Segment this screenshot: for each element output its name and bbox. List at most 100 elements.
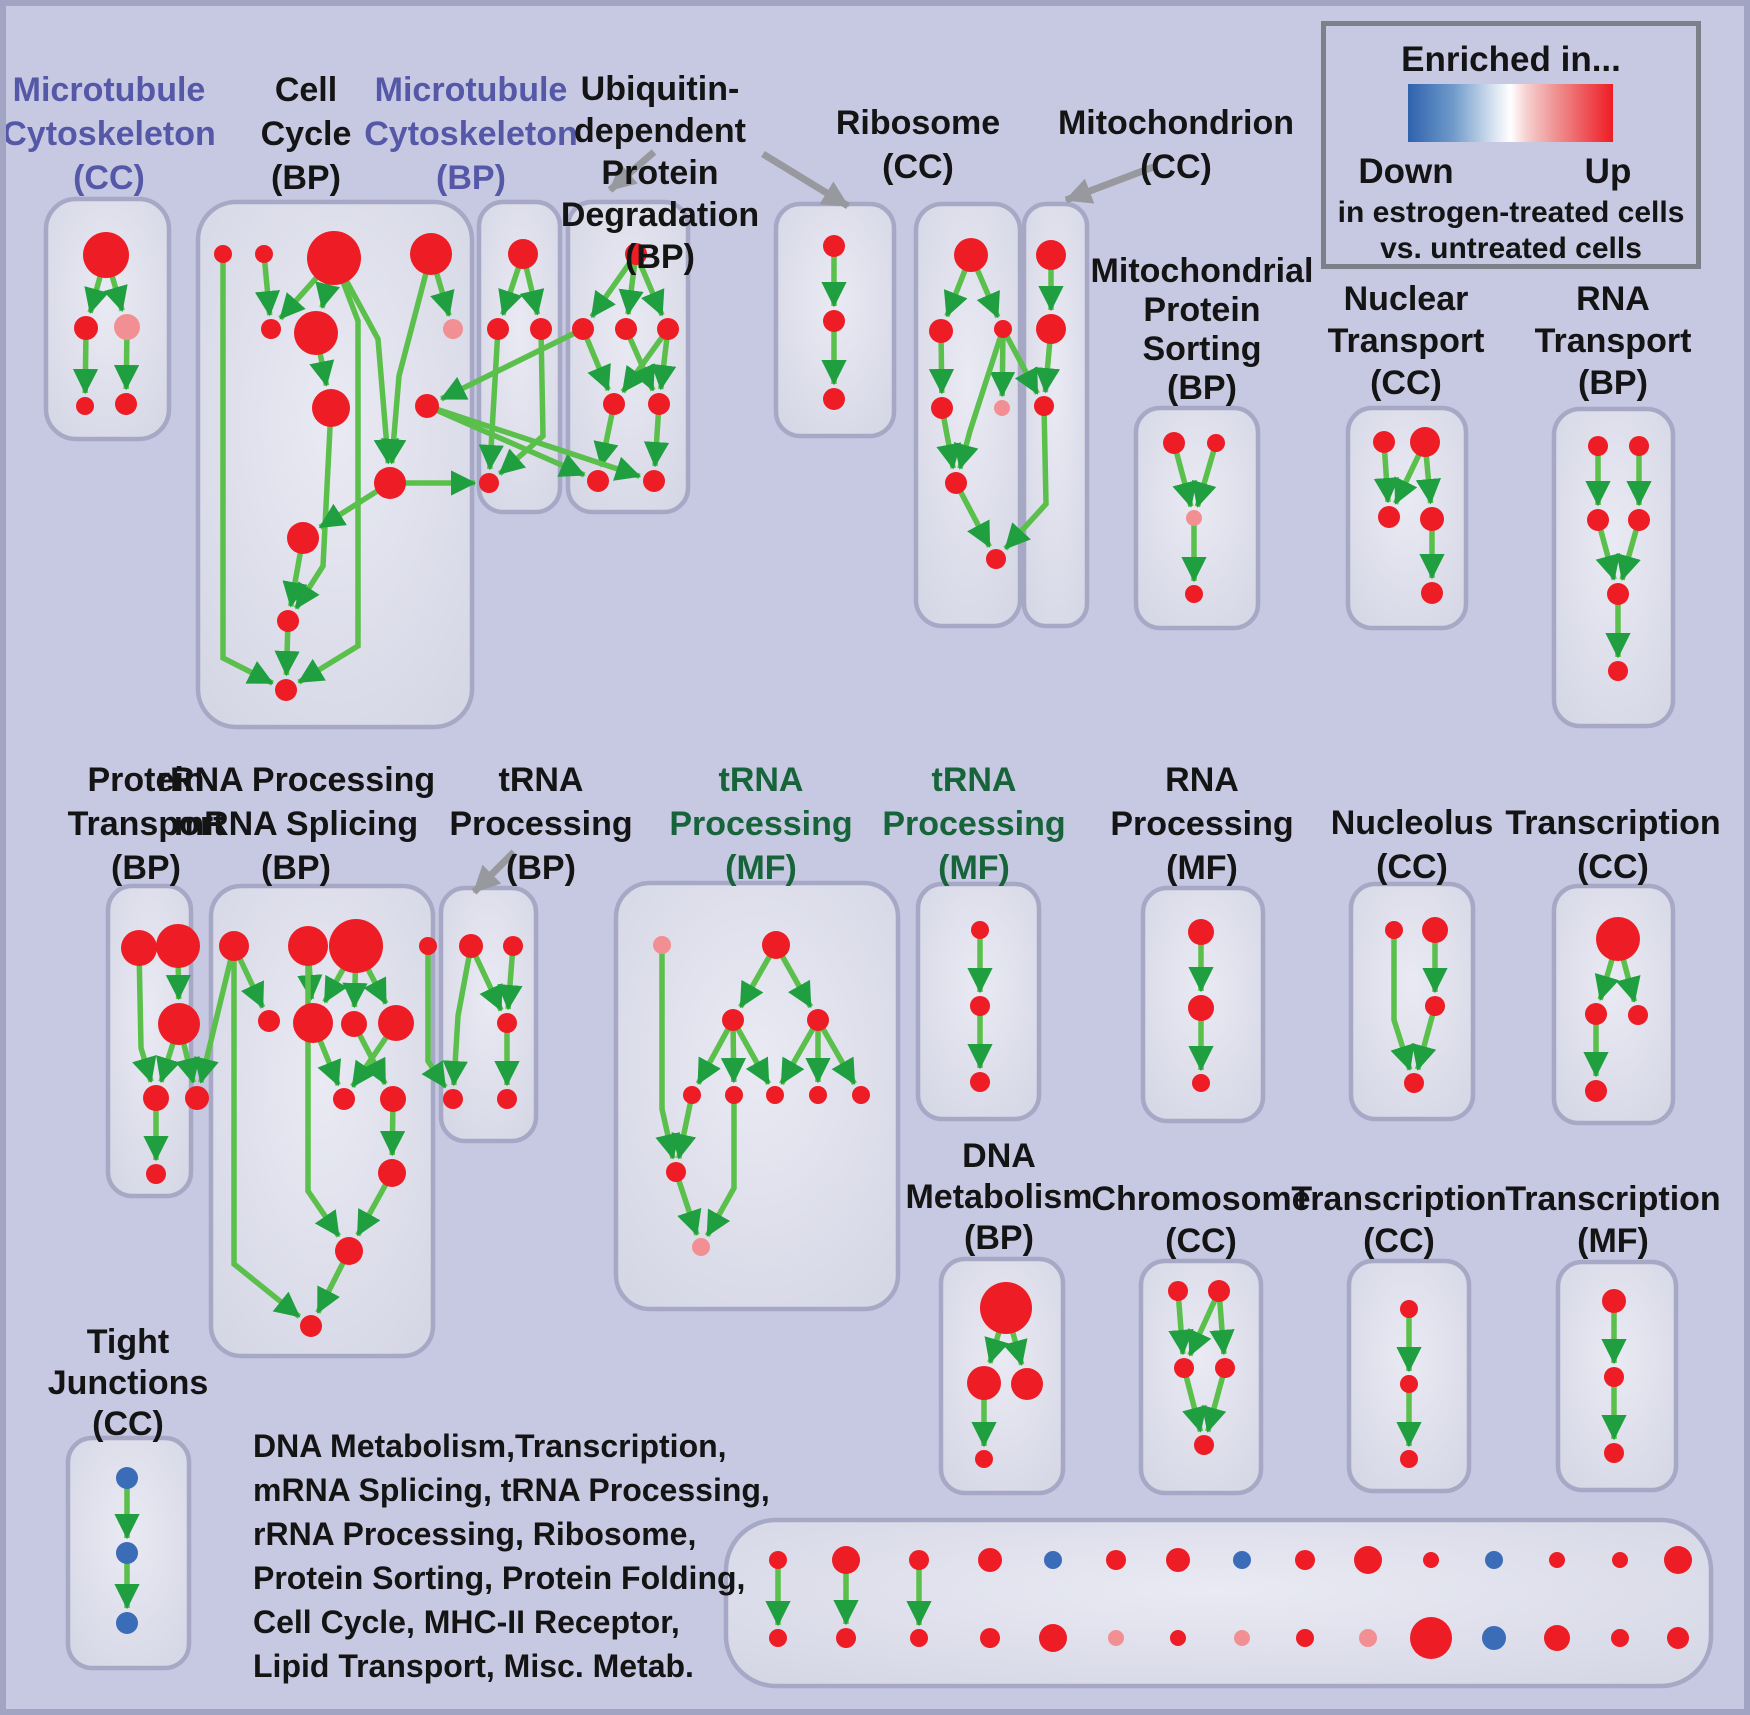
go-term-node-pa5 bbox=[1044, 1551, 1062, 1569]
edge-cc9-to-ub8 bbox=[426, 403, 642, 481]
legend-up-label: Up bbox=[1584, 152, 1632, 191]
go-term-node-pa11 bbox=[1423, 1552, 1439, 1568]
go-term-node-g13 bbox=[300, 1315, 322, 1337]
legend-down-label: Down bbox=[1358, 152, 1454, 191]
legend-title: Enriched in... bbox=[1401, 40, 1621, 79]
edge-ch3-to-ch5 bbox=[1181, 1367, 1207, 1433]
label-transcription-mf: Transcription (MF) bbox=[1505, 1180, 1721, 1260]
go-term-node-tm8 bbox=[809, 1086, 827, 1104]
go-term-node-pb7 bbox=[1170, 1630, 1186, 1646]
edge-ch1-to-ch3 bbox=[1168, 1290, 1194, 1356]
edge-ch4-to-ch5 bbox=[1201, 1367, 1228, 1433]
go-term-node-cc2 bbox=[255, 245, 273, 263]
go-term-node-pt1 bbox=[121, 930, 157, 966]
label-chromosome-cc: Chromosome (CC) bbox=[1091, 1180, 1311, 1260]
go-term-node-mt1 bbox=[1036, 240, 1066, 270]
go-term-node-ms1 bbox=[1163, 432, 1185, 454]
go-term-node-ta4 bbox=[443, 1089, 463, 1109]
cluster-box-nucleolus bbox=[1348, 881, 1476, 1122]
go-term-node-xc3 bbox=[1400, 1450, 1418, 1468]
label-rrna-processing-mrna-splicing-bp: rRNA Processing mRNA Splicing (BP) bbox=[156, 761, 436, 887]
go-term-node-ta5 bbox=[497, 1089, 517, 1109]
edge-tm6-to-tm11 bbox=[704, 1095, 737, 1238]
edge-ta1-to-ta4 bbox=[442, 945, 474, 1087]
go-term-node-rb2 bbox=[929, 319, 953, 343]
go-term-node-cc5 bbox=[261, 319, 281, 339]
go-term-node-ub5 bbox=[603, 393, 625, 415]
legend-subtitle-1: in estrogen-treated cells bbox=[1337, 196, 1685, 229]
go-term-node-pb8 bbox=[1234, 1630, 1250, 1646]
go-term-node-ub3 bbox=[615, 318, 637, 340]
go-term-node-mc4 bbox=[76, 397, 94, 415]
go-term-node-g6 bbox=[293, 1003, 333, 1043]
edge-nc3-to-nc4 bbox=[1411, 1005, 1438, 1071]
go-term-node-pb15 bbox=[1667, 1627, 1689, 1649]
go-term-node-ub4 bbox=[657, 318, 679, 340]
go-term-node-ta3 bbox=[497, 1013, 517, 1033]
go-term-node-pt5 bbox=[185, 1086, 209, 1110]
go-term-node-ms4 bbox=[1185, 585, 1203, 603]
go-term-node-tm9 bbox=[852, 1086, 870, 1104]
misc-category-line: DNA Metabolism,Transcription, bbox=[253, 1428, 727, 1464]
go-term-node-g5 bbox=[258, 1010, 280, 1032]
go-term-node-ta1 bbox=[459, 934, 483, 958]
go-term-node-pb9 bbox=[1296, 1629, 1314, 1647]
go-term-node-pa3 bbox=[909, 1550, 929, 1570]
go-term-node-g2 bbox=[288, 926, 328, 966]
go-term-node-tx4 bbox=[1585, 1080, 1607, 1102]
go-term-node-pb5 bbox=[1039, 1624, 1067, 1652]
edge-g4-to-ta4 bbox=[421, 946, 448, 1089]
label-transcription-cc-bottom: Transcription (CC) bbox=[1291, 1180, 1507, 1260]
go-term-node-rt4 bbox=[1628, 509, 1650, 531]
pointer-arrow-mitochondrion-to-box bbox=[1064, 162, 1158, 204]
go-term-node-cc13 bbox=[275, 679, 297, 701]
label-microtubule-cytoskeleton-cc: Microtubule Cytoskeleton (CC) bbox=[2, 71, 216, 197]
pointer-arrow-ubiquitin-to-left-box bbox=[607, 149, 657, 193]
go-term-node-tm10 bbox=[666, 1162, 686, 1182]
go-term-node-dm1 bbox=[980, 1282, 1032, 1334]
go-term-node-ub8 bbox=[643, 470, 665, 492]
go-term-node-mb4 bbox=[479, 473, 499, 493]
edge-g1-to-pt5 bbox=[194, 945, 237, 1084]
legend-box: Enriched in... Down Up in estrogen-treat… bbox=[1321, 21, 1701, 269]
edge-ub3-to-ub6 bbox=[623, 327, 656, 392]
edge-cc3-to-cc10 bbox=[331, 256, 399, 465]
go-term-node-mt2 bbox=[1036, 314, 1066, 344]
cluster-box-nuclear-transport bbox=[1345, 405, 1469, 631]
go-term-node-g8 bbox=[378, 1005, 414, 1041]
go-term-node-pb10 bbox=[1359, 1629, 1377, 1647]
go-term-node-tm4 bbox=[807, 1009, 829, 1031]
label-transcription-cc-mid: Transcription (CC) bbox=[1505, 804, 1721, 886]
go-term-node-mc1 bbox=[83, 232, 129, 278]
go-term-node-mt3 bbox=[1034, 396, 1054, 416]
edge-mb3-to-mb4 bbox=[497, 328, 546, 476]
go-term-node-pb14 bbox=[1611, 1629, 1629, 1647]
go-term-node-mb3 bbox=[530, 318, 552, 340]
go-term-node-rp1 bbox=[1188, 919, 1214, 945]
edge-ms2-to-ms3 bbox=[1192, 442, 1219, 508]
label-dna-metabolism-bp: DNA Metabolism (BP) bbox=[905, 1137, 1093, 1257]
go-term-node-pa9 bbox=[1295, 1550, 1315, 1570]
go-term-node-pt3 bbox=[158, 1003, 200, 1045]
go-term-node-pb3 bbox=[910, 1629, 928, 1647]
edge-tm5-to-tm10 bbox=[671, 1094, 697, 1160]
label-microtubule-cytoskeleton-bp: Microtubule Cytoskeleton (BP) bbox=[364, 71, 578, 197]
go-term-node-ua1 bbox=[823, 235, 845, 257]
edge-cc2-to-cc5 bbox=[254, 253, 281, 317]
edge-mt3-to-rb7 bbox=[1003, 405, 1049, 551]
go-term-node-rt6 bbox=[1608, 661, 1628, 681]
go-term-node-rp3 bbox=[1192, 1074, 1210, 1092]
go-term-node-ua2 bbox=[823, 310, 845, 332]
go-term-node-ua3 bbox=[823, 388, 845, 410]
label-ribosome-cc: Ribosome (CC) bbox=[835, 104, 1001, 186]
go-term-node-pa6 bbox=[1106, 1550, 1126, 1570]
go-term-node-dm2 bbox=[967, 1366, 1001, 1400]
go-term-node-mc2 bbox=[74, 316, 98, 340]
edge-ub1-to-ub4 bbox=[633, 252, 665, 317]
go-term-node-ub7 bbox=[587, 470, 609, 492]
go-term-node-pb11 bbox=[1410, 1617, 1452, 1659]
go-term-node-xm2 bbox=[1604, 1367, 1624, 1387]
go-term-node-g4 bbox=[419, 937, 437, 955]
go-term-node-xc2 bbox=[1400, 1375, 1418, 1393]
